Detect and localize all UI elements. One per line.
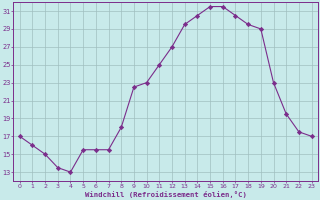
X-axis label: Windchill (Refroidissement éolien,°C): Windchill (Refroidissement éolien,°C) bbox=[85, 191, 247, 198]
